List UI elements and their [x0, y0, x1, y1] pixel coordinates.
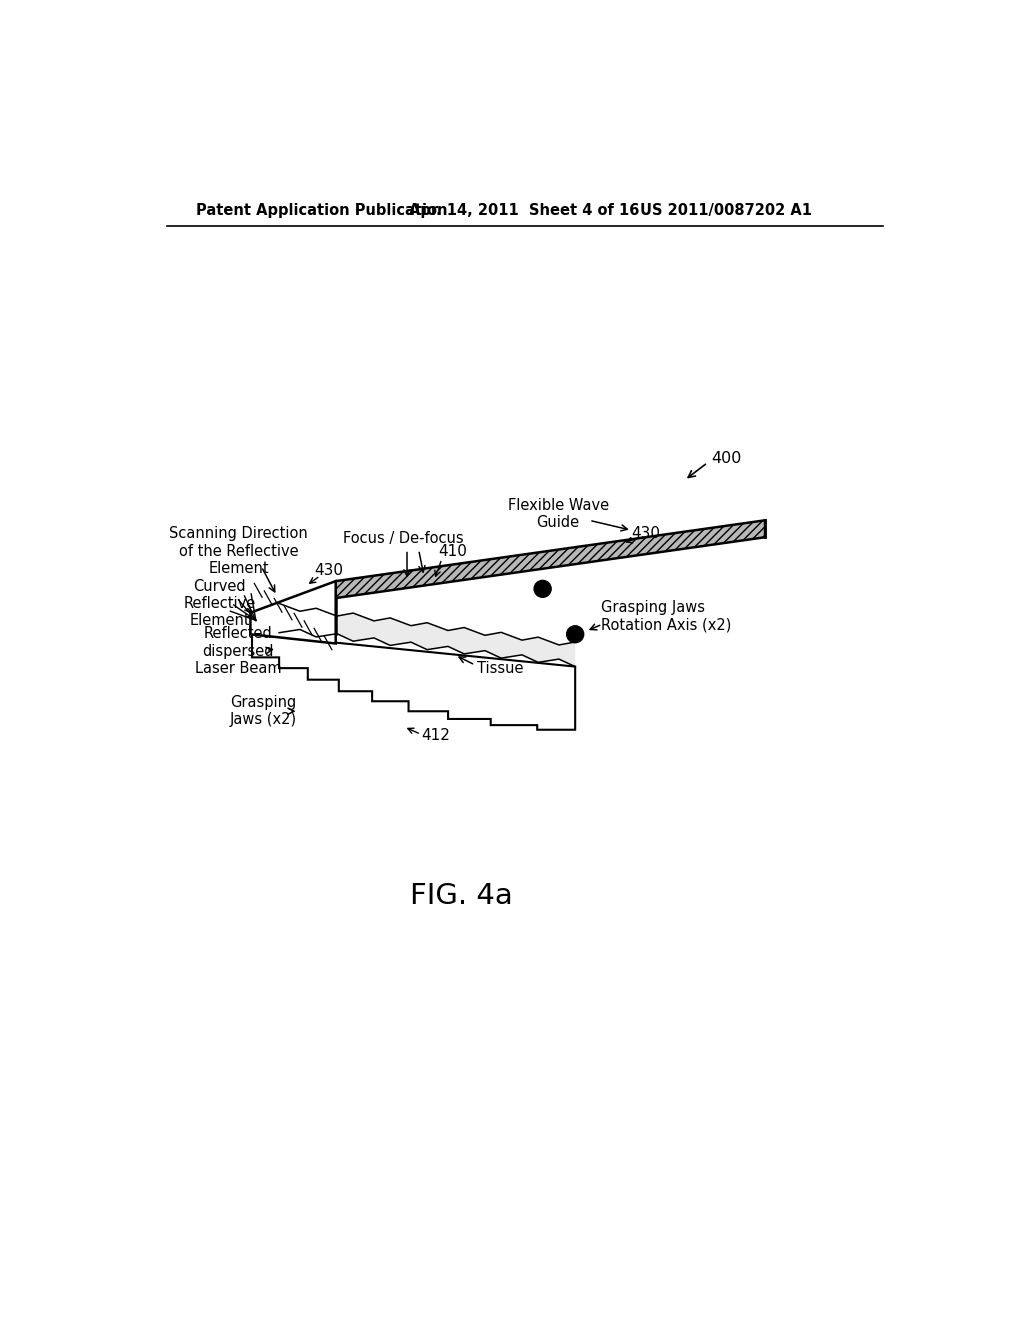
- Text: 430: 430: [632, 525, 660, 541]
- Text: 400: 400: [711, 451, 741, 466]
- Text: Focus / De-focus: Focus / De-focus: [343, 531, 464, 545]
- Text: 410: 410: [438, 544, 467, 558]
- Polygon shape: [336, 520, 765, 598]
- Text: Tissue: Tissue: [477, 660, 523, 676]
- Polygon shape: [252, 635, 575, 730]
- Text: Reflected
dispersed
Laser Beam: Reflected dispersed Laser Beam: [195, 626, 282, 676]
- Text: 430: 430: [314, 562, 343, 578]
- Text: US 2011/0087202 A1: US 2011/0087202 A1: [640, 203, 811, 218]
- Text: Flexible Wave
Guide: Flexible Wave Guide: [508, 498, 608, 531]
- Polygon shape: [251, 581, 336, 644]
- Text: Patent Application Publication: Patent Application Publication: [197, 203, 447, 218]
- Circle shape: [535, 581, 551, 598]
- Text: Grasping
Jaws (x2): Grasping Jaws (x2): [230, 696, 297, 727]
- Text: Apr. 14, 2011  Sheet 4 of 16: Apr. 14, 2011 Sheet 4 of 16: [409, 203, 639, 218]
- Text: Curved
Reflective
Element: Curved Reflective Element: [183, 578, 256, 628]
- Circle shape: [566, 626, 584, 643]
- Polygon shape: [280, 603, 575, 667]
- Text: Scanning Direction
of the Reflective
Element: Scanning Direction of the Reflective Ele…: [169, 527, 308, 576]
- Text: 412: 412: [421, 729, 450, 743]
- Text: Grasping Jaws
Rotation Axis (x2): Grasping Jaws Rotation Axis (x2): [601, 601, 731, 632]
- Text: FIG. 4a: FIG. 4a: [410, 882, 513, 909]
